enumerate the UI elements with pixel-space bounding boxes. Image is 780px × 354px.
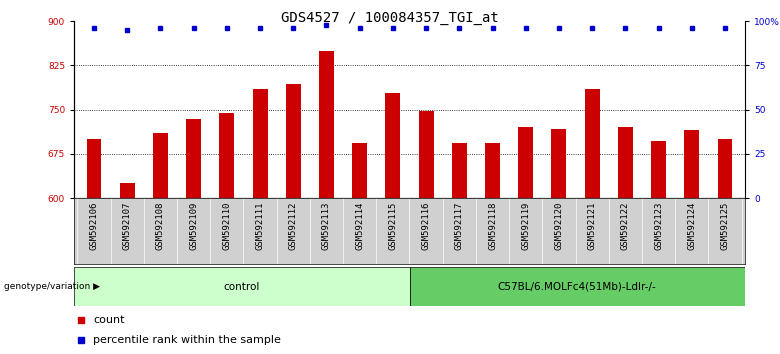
Text: GSM592120: GSM592120 <box>555 201 563 250</box>
Text: GSM592113: GSM592113 <box>322 201 331 250</box>
Text: count: count <box>93 315 124 325</box>
Text: GDS4527 / 100084357_TGI_at: GDS4527 / 100084357_TGI_at <box>281 11 499 25</box>
Text: GSM592108: GSM592108 <box>156 201 165 250</box>
Bar <box>419 111 434 198</box>
Text: GSM592107: GSM592107 <box>122 201 132 250</box>
FancyBboxPatch shape <box>74 267 410 306</box>
Text: GSM592118: GSM592118 <box>488 201 497 250</box>
Bar <box>518 127 534 198</box>
Text: GSM592122: GSM592122 <box>621 201 630 250</box>
Bar <box>253 89 268 198</box>
Text: GSM592119: GSM592119 <box>521 201 530 250</box>
Text: GSM592123: GSM592123 <box>654 201 663 250</box>
Text: GSM592116: GSM592116 <box>422 201 431 250</box>
Bar <box>319 51 334 198</box>
Bar <box>718 139 732 198</box>
Text: genotype/variation ▶: genotype/variation ▶ <box>4 282 100 291</box>
Bar <box>285 84 301 198</box>
Text: GSM592109: GSM592109 <box>189 201 198 250</box>
Text: C57BL/6.MOLFc4(51Mb)-Ldlr-/-: C57BL/6.MOLFc4(51Mb)-Ldlr-/- <box>498 282 657 292</box>
Bar <box>485 143 500 198</box>
Bar <box>551 129 566 198</box>
Bar <box>385 93 400 198</box>
Text: GSM592125: GSM592125 <box>721 201 729 250</box>
Bar <box>186 119 201 198</box>
Bar <box>353 143 367 198</box>
FancyBboxPatch shape <box>410 267 745 306</box>
Text: control: control <box>224 282 260 292</box>
Bar <box>120 183 135 198</box>
Text: GSM592110: GSM592110 <box>222 201 232 250</box>
Bar <box>585 89 600 198</box>
Text: GSM592106: GSM592106 <box>90 201 98 250</box>
Text: GSM592121: GSM592121 <box>587 201 597 250</box>
Bar <box>87 139 101 198</box>
Text: GSM592124: GSM592124 <box>687 201 697 250</box>
Bar <box>153 133 168 198</box>
Text: GSM592114: GSM592114 <box>355 201 364 250</box>
Bar <box>618 127 633 198</box>
Text: GSM592111: GSM592111 <box>256 201 264 250</box>
Text: GSM592117: GSM592117 <box>455 201 464 250</box>
Bar <box>684 130 699 198</box>
Text: percentile rank within the sample: percentile rank within the sample <box>93 335 281 345</box>
Bar <box>219 113 234 198</box>
Text: GSM592115: GSM592115 <box>388 201 397 250</box>
Bar <box>452 143 466 198</box>
Bar <box>651 141 666 198</box>
Text: GSM592112: GSM592112 <box>289 201 298 250</box>
